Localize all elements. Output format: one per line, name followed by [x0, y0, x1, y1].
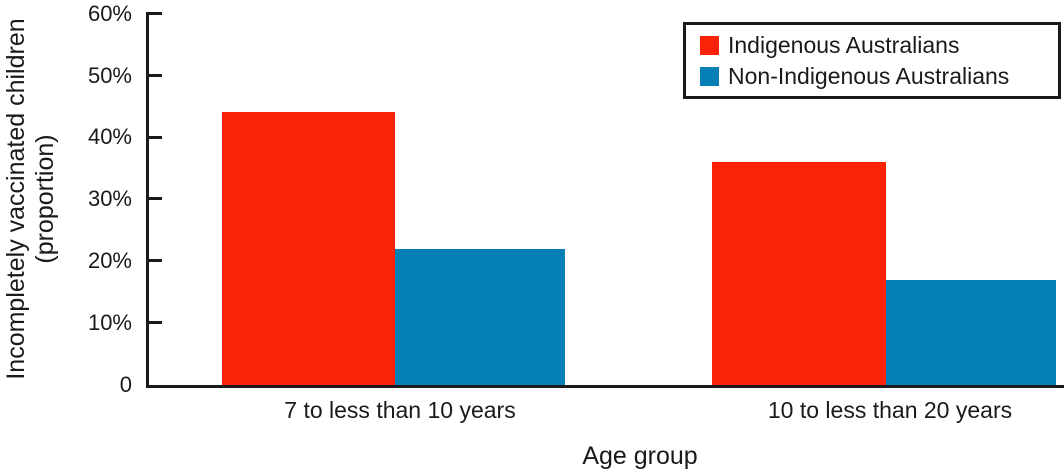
ytick-mark-20 — [146, 259, 162, 262]
ytick-label-40: 40% — [87, 124, 132, 149]
legend-label-non-indigenous: Non-Indigenous Australians — [728, 63, 1010, 89]
bar-non-indigenous-7to10 — [395, 248, 565, 385]
xtick-label-10to20: 10 to less than 20 years — [767, 397, 1013, 423]
legend-swatch-indigenous-icon — [700, 35, 719, 55]
plot-area — [146, 0, 1064, 385]
ytick-mark-50 — [146, 74, 162, 77]
bar-non-indigenous-10to20 — [886, 279, 1056, 385]
legend-label-indigenous: Indigenous Australians — [728, 32, 960, 58]
ytick-mark-60 — [146, 12, 162, 15]
ytick-mark-10 — [146, 321, 162, 324]
x-axis-title: Age group — [582, 442, 698, 470]
ytick-label-10: 10% — [87, 310, 132, 335]
ytick-label-20: 20% — [87, 248, 132, 273]
ytick-label-30: 30% — [87, 186, 132, 211]
legend: Indigenous Australians Non-Indigenous Au… — [683, 22, 1061, 99]
bar-indigenous-7to10 — [222, 112, 395, 385]
legend-item-non-indigenous: Non-Indigenous Australians — [700, 64, 1058, 88]
y-axis-line — [146, 12, 149, 388]
bar-indigenous-10to20 — [712, 161, 886, 385]
x-axis-line — [146, 385, 1064, 388]
ytick-mark-40 — [146, 136, 162, 139]
ytick-mark-30 — [146, 197, 162, 200]
ytick-label-50: 50% — [87, 63, 132, 88]
ytick-label-0: 0 — [119, 372, 132, 397]
legend-item-indigenous: Indigenous Australians — [700, 33, 1058, 57]
legend-swatch-non-indigenous-icon — [700, 66, 719, 86]
ytick-label-60: 60% — [87, 1, 132, 26]
xtick-label-7to10: 7 to less than 10 years — [284, 397, 516, 423]
